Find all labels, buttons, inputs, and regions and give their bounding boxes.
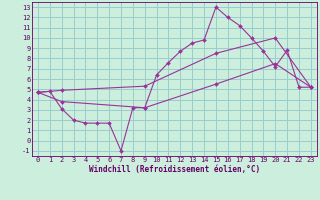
- X-axis label: Windchill (Refroidissement éolien,°C): Windchill (Refroidissement éolien,°C): [89, 165, 260, 174]
